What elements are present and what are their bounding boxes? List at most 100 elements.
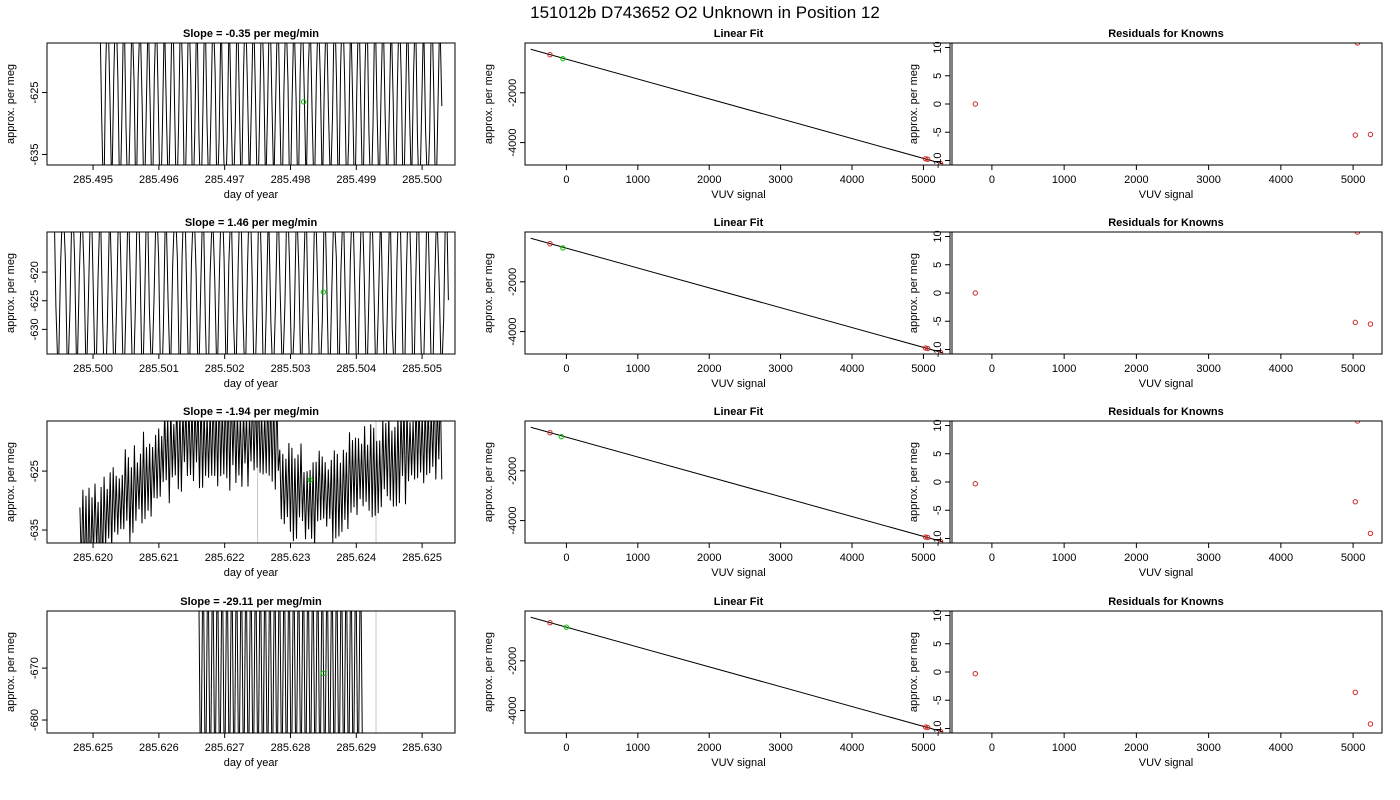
y-tick-label: 0 [932, 290, 944, 296]
y-tick-label: 0 [932, 669, 944, 675]
x-tick-label: 285.624 [336, 552, 376, 564]
y-tick-label: 5 [932, 262, 944, 268]
x-tick-label: 2000 [697, 363, 721, 375]
x-axis-label: VUV signal [1139, 378, 1193, 390]
plot-frame [46, 42, 456, 166]
x-tick-label: 5000 [911, 174, 935, 186]
x-tick-label: 0 [563, 742, 569, 754]
x-tick-label: 285.620 [73, 552, 113, 564]
mean-point [320, 670, 327, 676]
x-tick-label: 2000 [1124, 742, 1148, 754]
plot-frame [524, 231, 953, 355]
x-tick-label: 0 [563, 363, 569, 375]
chart-panel-9: Residuals for Knowns 0 1000 2000 3000 4000 500… [908, 406, 1383, 579]
known-point [1367, 321, 1374, 327]
fit-line [530, 616, 943, 733]
y-tick-label: 5 [932, 641, 944, 647]
chart-panel-3: Residuals for Knowns 0 1000 2000 3000 4000 500… [908, 28, 1383, 201]
x-tick-label: 285.623 [271, 552, 311, 564]
x-tick-label: 285.621 [139, 552, 179, 564]
x-tick-label: 2000 [697, 552, 721, 564]
known-point [937, 728, 944, 733]
x-tick-label: 1000 [626, 552, 650, 564]
y-axis-label: approx. per meg [483, 253, 495, 333]
y-tick-label: -2000 [507, 268, 519, 296]
x-tick-label: 285.629 [336, 742, 376, 754]
x-tick-label: 5000 [911, 742, 935, 754]
plot-area [54, 232, 449, 354]
x-tick-label: 1000 [1052, 174, 1076, 186]
chart-title: Linear Fit [714, 28, 764, 40]
plot-area [530, 48, 944, 165]
y-tick-label: -10 [932, 721, 944, 737]
x-axis-label: day of year [224, 189, 279, 201]
unknown-point [560, 245, 566, 251]
y-axis-label: approx. per meg [5, 632, 17, 712]
y-tick-label: -635 [29, 143, 41, 165]
y-tick-label: -10 [932, 342, 944, 358]
chart-panel-8: Linear Fit 0 1000 2000 3000 4000 5000 -2000 -400… [483, 406, 953, 579]
x-axis-label: VUV signal [711, 567, 765, 579]
x-tick-label: 5000 [1341, 742, 1365, 754]
x-tick-label: 285.498 [271, 174, 311, 186]
x-tick-label: 3000 [768, 174, 792, 186]
mean-point [300, 99, 307, 105]
mean-point [320, 289, 327, 295]
x-tick-label: 285.622 [205, 552, 245, 564]
x-tick-label: 285.501 [139, 363, 179, 375]
plot-frame [949, 42, 1383, 166]
known-point [547, 620, 553, 626]
y-tick-label: -5 [932, 505, 944, 515]
series-line [198, 611, 363, 733]
x-tick-label: 285.500 [73, 363, 113, 375]
chart-title: Linear Fit [714, 217, 764, 229]
chart-panel-10: Slope = -29.11 per meg/min 285.625 285.626… [5, 596, 456, 769]
x-axis-label: VUV signal [711, 757, 765, 769]
unknown-point [560, 55, 566, 62]
x-tick-label: 3000 [768, 742, 792, 754]
x-tick-label: 285.630 [402, 742, 442, 754]
plot-area [99, 43, 443, 165]
plot-frame [524, 610, 953, 734]
x-tick-label: 4000 [1269, 552, 1293, 564]
series-line [54, 232, 449, 354]
y-tick-label: 10 [932, 609, 944, 621]
y-tick-label: -4000 [507, 507, 519, 535]
known-point [1367, 721, 1374, 727]
known-point [937, 349, 944, 354]
y-tick-label: -4000 [507, 697, 519, 725]
x-tick-label: 285.496 [139, 174, 179, 186]
x-tick-label: 285.503 [271, 363, 311, 375]
plot-frame [949, 610, 1383, 734]
chart-panel-1: Slope = -0.35 per meg/min 285.495 285.496 2… [5, 28, 456, 201]
x-tick-label: 0 [989, 174, 995, 186]
x-tick-label: 3000 [768, 363, 792, 375]
known-point [1354, 43, 1361, 46]
plot-frame [524, 42, 953, 166]
figure-title: 151012b D743652 O2 Unknown in Position 1… [530, 3, 880, 22]
chart-title: Slope = -0.35 per meg/min [183, 28, 319, 40]
x-tick-label: 4000 [1269, 174, 1293, 186]
chart-panel-7: Slope = -1.94 per meg/min 285.620 285.621 2… [5, 406, 456, 579]
y-tick-label: -4000 [507, 129, 519, 157]
known-point [547, 241, 553, 247]
known-point [925, 534, 931, 541]
x-tick-label: 285.500 [402, 174, 442, 186]
x-tick-label: 1000 [626, 174, 650, 186]
x-axis-label: VUV signal [711, 378, 765, 390]
y-tick-label: -4000 [507, 318, 519, 346]
y-tick-label: -630 [29, 318, 41, 340]
y-tick-label: -10 [932, 153, 944, 169]
x-tick-label: 4000 [840, 552, 864, 564]
known-point [922, 534, 929, 540]
plot-frame [949, 231, 1383, 355]
x-tick-label: 3000 [1196, 174, 1220, 186]
plot-frame [949, 420, 1383, 544]
known-point [937, 538, 944, 543]
x-tick-label: 285.627 [205, 742, 245, 754]
y-tick-label: -670 [29, 657, 41, 679]
y-tick-label: -680 [29, 709, 41, 731]
plot-area [972, 421, 1374, 537]
chart-panel-12: Residuals for Knowns 0 1000 2000 3000 4000 500… [908, 596, 1383, 769]
plot-frame [46, 231, 456, 355]
